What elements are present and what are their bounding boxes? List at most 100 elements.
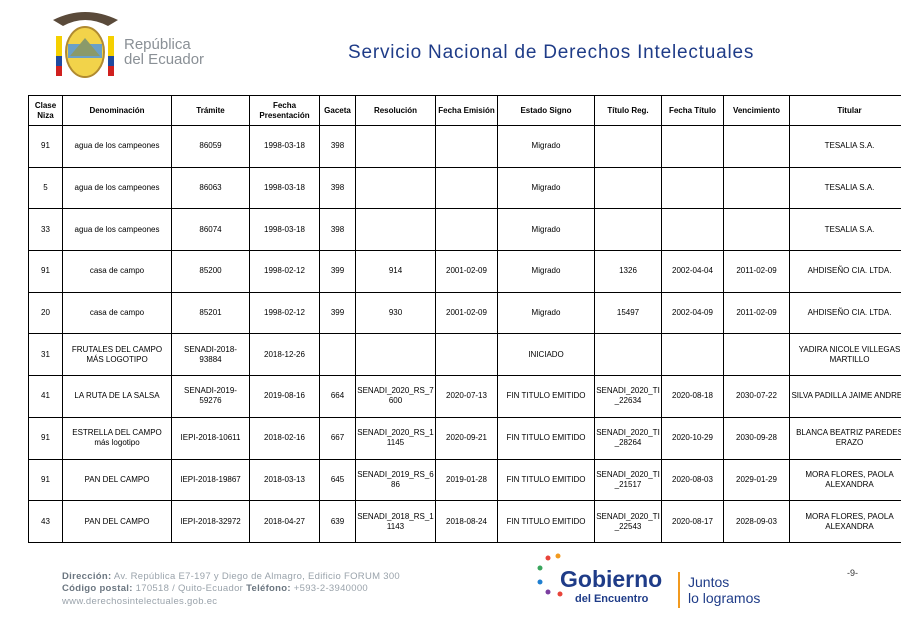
table-cell: TESALIA S.A. bbox=[789, 208, 901, 252]
table-cell: 1998-03-18 bbox=[249, 166, 320, 210]
table-cell: 2020-09-21 bbox=[435, 416, 498, 460]
table-row: 43 PAN DEL CAMPO IEPI-2018-32972 2018-04-27… bbox=[28, 500, 901, 543]
table-cell: 2011-02-09 bbox=[723, 291, 790, 335]
table-cell: Migrado bbox=[497, 166, 595, 210]
table-cell: IEPI-2018-32972 bbox=[171, 500, 250, 543]
empty-cell bbox=[594, 166, 662, 210]
column-header: Fecha Presentación bbox=[249, 95, 320, 126]
table-row: 33 agua de los campeones 86074 1998-03-18 39… bbox=[28, 208, 901, 252]
table-cell: FIN TITULO EMITIDO bbox=[497, 416, 595, 460]
coat-of-arms bbox=[53, 12, 118, 78]
table-cell: 639 bbox=[319, 500, 356, 543]
table-cell: MORA FLORES, PAOLA ALEXANDRA bbox=[789, 500, 901, 543]
table-cell: FIN TITULO EMITIDO bbox=[497, 375, 595, 418]
table-cell: 91 bbox=[28, 250, 63, 293]
label: Dirección: bbox=[62, 571, 112, 582]
empty-cell bbox=[355, 166, 436, 210]
table-cell: 2001-02-09 bbox=[435, 291, 498, 335]
table-cell: 2018-08-24 bbox=[435, 500, 498, 543]
table-cell: BLANCA BEATRIZ PAREDES ERAZO bbox=[789, 416, 901, 460]
table-row: 20 casa de campo 85201 1998-02-12 399 930 2001… bbox=[28, 291, 901, 335]
table-cell: 91 bbox=[28, 458, 63, 502]
table-cell: SENADI-2018-93884 bbox=[171, 333, 250, 377]
column-header: Título Reg. bbox=[594, 95, 662, 126]
table-cell: 664 bbox=[319, 375, 356, 418]
table-cell: 5 bbox=[28, 166, 63, 210]
table-cell: agua de los campeones bbox=[62, 208, 172, 252]
table-cell: MORA FLORES, PAOLA ALEXANDRA bbox=[789, 458, 901, 502]
table-cell: 85200 bbox=[171, 250, 250, 293]
empty-cell bbox=[355, 208, 436, 252]
label: Código postal: bbox=[62, 583, 133, 594]
address-line: Dirección: Av. República E7-197 y Diego … bbox=[62, 571, 400, 582]
table-row: 91 ESTRELLA DEL CAMPO más logotipo IEPI-20… bbox=[28, 416, 901, 460]
table-cell: 2018-02-16 bbox=[249, 416, 320, 460]
column-header: Clase Niza bbox=[28, 95, 63, 126]
table-cell: LA RUTA DE LA SALSA bbox=[62, 375, 172, 418]
column-header: Fecha Emisión bbox=[435, 95, 498, 126]
logo-line: República bbox=[124, 36, 191, 53]
empty-cell bbox=[435, 125, 498, 168]
table-cell: 2002-04-04 bbox=[661, 250, 724, 293]
gov-logo: Gobierno bbox=[560, 566, 663, 592]
empty-cell bbox=[661, 166, 724, 210]
table-cell: casa de campo bbox=[62, 291, 172, 335]
table-cell: 2018-03-13 bbox=[249, 458, 320, 502]
table-cell: 399 bbox=[319, 291, 356, 335]
empty-cell bbox=[355, 125, 436, 168]
logo-line: del Ecuador bbox=[124, 51, 205, 68]
table-cell: AHDISEÑO CIA. LTDA. bbox=[789, 291, 901, 335]
table-cell: 2020-08-18 bbox=[661, 375, 724, 418]
table-cell: SILVA PADILLA JAIME ANDRES bbox=[789, 375, 901, 418]
empty-cell bbox=[594, 333, 662, 377]
table-cell: SENADI_2020_TI_22634 bbox=[594, 375, 662, 418]
empty-cell bbox=[661, 333, 724, 377]
column-header: Estado Signo bbox=[497, 95, 595, 126]
table-cell: 1998-03-18 bbox=[249, 125, 320, 168]
table-cell: 2029-01-29 bbox=[723, 458, 790, 502]
table-cell: 2019-01-28 bbox=[435, 458, 498, 502]
empty-cell bbox=[723, 208, 790, 252]
table-cell: 2018-04-27 bbox=[249, 500, 320, 543]
table-cell: SENADI-2019-59276 bbox=[171, 375, 250, 418]
empty-cell bbox=[594, 208, 662, 252]
table-cell: 86074 bbox=[171, 208, 250, 252]
table-cell: PAN DEL CAMPO bbox=[62, 458, 172, 502]
table-cell: INICIADO bbox=[497, 333, 595, 377]
table-cell: 86063 bbox=[171, 166, 250, 210]
table-cell: SENADI_2018_RS_11143 bbox=[355, 500, 436, 543]
table-row: 5 agua de los campeones 86063 1998-03-18 398… bbox=[28, 166, 901, 210]
column-header: Titular bbox=[789, 95, 901, 126]
column-header: Trámite bbox=[171, 95, 250, 126]
table-cell: 85201 bbox=[171, 291, 250, 335]
column-header: Gaceta bbox=[319, 95, 356, 126]
table-cell: 2011-02-09 bbox=[723, 250, 790, 293]
table-cell: 31 bbox=[28, 333, 63, 377]
postal: 170518 / Quito-Ecuador bbox=[135, 583, 244, 594]
empty-cell bbox=[661, 125, 724, 168]
gov-logo-sub: del Encuentro bbox=[575, 593, 649, 605]
empty-cell bbox=[723, 333, 790, 377]
slogan-line: lo logramos bbox=[688, 590, 761, 606]
table-cell: Migrado bbox=[497, 208, 595, 252]
table-cell: IEPI-2018-10611 bbox=[171, 416, 250, 460]
table-cell: 20 bbox=[28, 291, 63, 335]
empty-cell bbox=[319, 333, 356, 377]
table-cell: SENADI_2020_RS_7600 bbox=[355, 375, 436, 418]
table-cell: 43 bbox=[28, 500, 63, 543]
table-cell: SENADI_2020_TI_22543 bbox=[594, 500, 662, 543]
empty-cell bbox=[435, 333, 498, 377]
divider bbox=[678, 572, 680, 608]
table-cell: 2018-12-26 bbox=[249, 333, 320, 377]
header-row: Clase Niza Denominación Trámite Fecha Prese… bbox=[28, 95, 901, 126]
table-cell: 2020-10-29 bbox=[661, 416, 724, 460]
table-row: 91 agua de los campeones 86059 1998-03-18 39… bbox=[28, 125, 901, 168]
page-number: -9- bbox=[847, 568, 858, 578]
table-row: 91 PAN DEL CAMPO IEPI-2018-19867 2018-03-13… bbox=[28, 458, 901, 502]
address: Av. República E7-197 y Diego de Almagro,… bbox=[113, 571, 401, 582]
table-cell: FIN TITULO EMITIDO bbox=[497, 458, 595, 502]
table-cell: 645 bbox=[319, 458, 356, 502]
table-cell: 91 bbox=[28, 125, 63, 168]
table-cell: SENADI_2020_RS_11145 bbox=[355, 416, 436, 460]
gov-icon bbox=[537, 553, 563, 597]
